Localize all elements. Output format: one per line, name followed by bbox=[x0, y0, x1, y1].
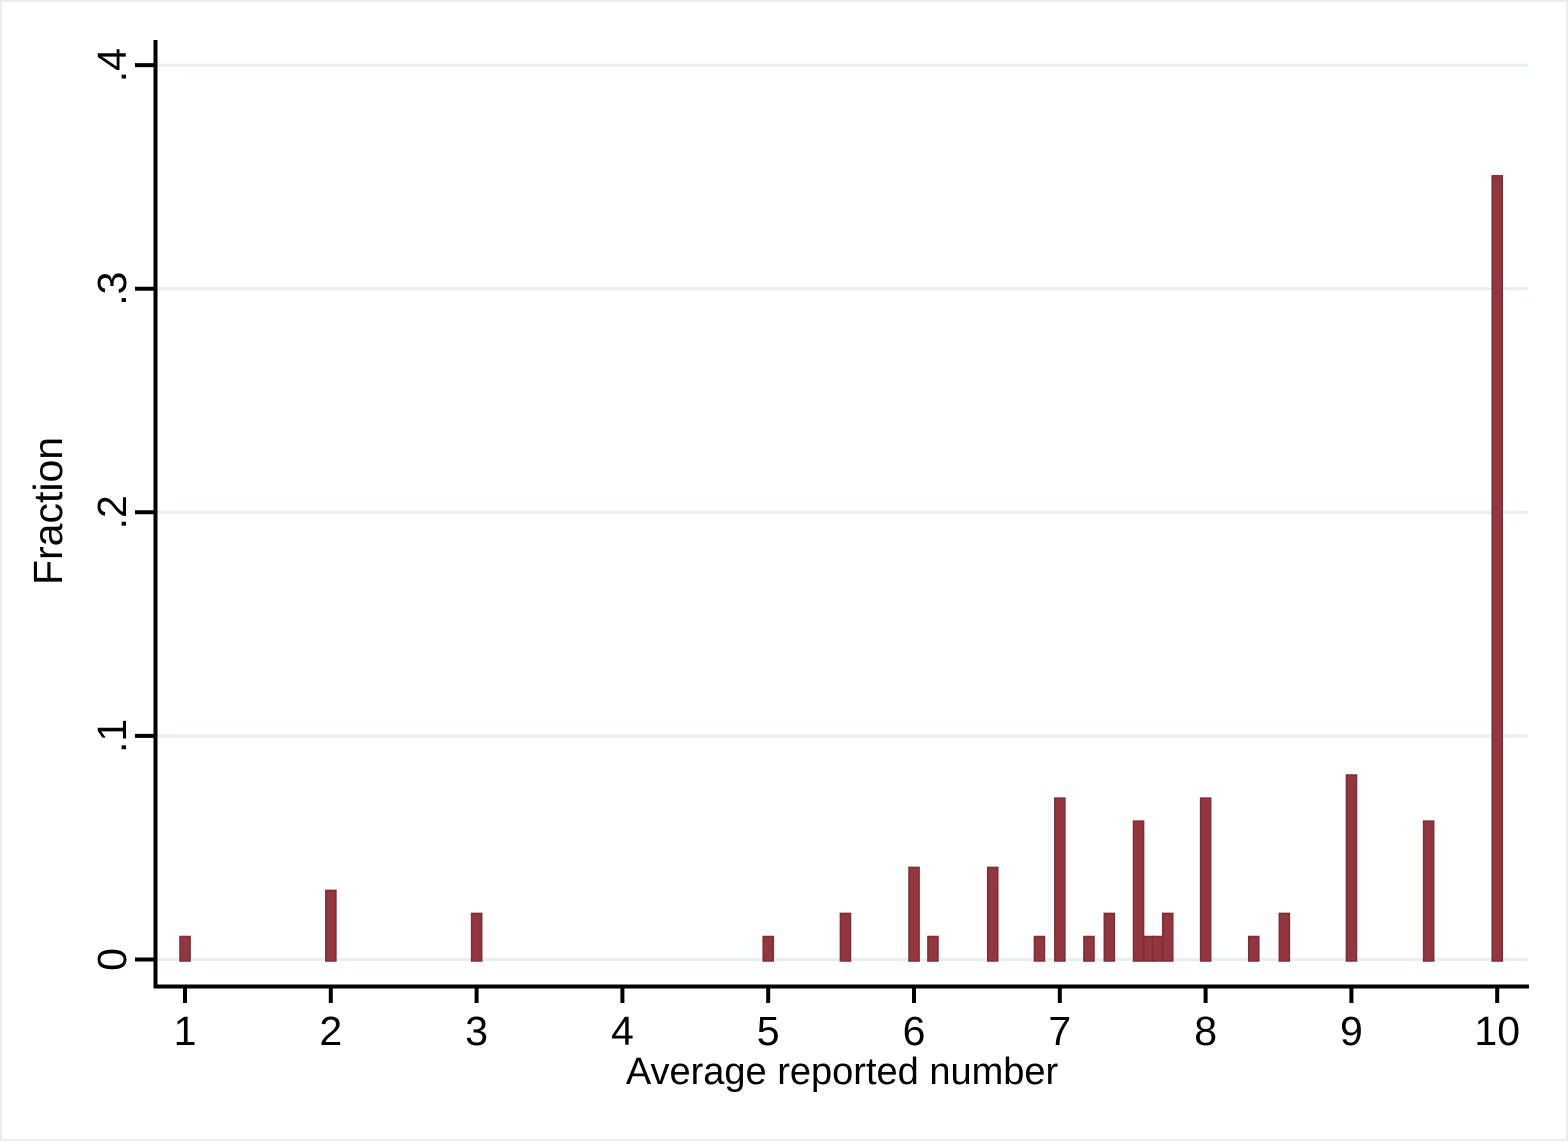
histogram-bar bbox=[1247, 935, 1260, 962]
y-tick-marks bbox=[135, 63, 156, 962]
gridlines bbox=[157, 63, 1528, 961]
axes bbox=[153, 40, 1529, 989]
y-tick-label: .1 bbox=[89, 719, 135, 753]
histogram-bar bbox=[927, 935, 939, 962]
histogram-bar bbox=[1083, 935, 1095, 962]
y-axis-title: Fraction bbox=[25, 437, 71, 585]
histogram-bar bbox=[986, 866, 999, 962]
y-tick-label: .4 bbox=[89, 48, 135, 82]
x-tick-label: 7 bbox=[1048, 1008, 1071, 1054]
histogram-bar bbox=[179, 935, 191, 962]
x-tick-label: 5 bbox=[757, 1008, 780, 1054]
x-axis-title: Average reported number bbox=[626, 1051, 1059, 1093]
y-tick-labels: 0 .1 .2 .3 .4 bbox=[89, 48, 135, 971]
x-tick-label: 3 bbox=[465, 1008, 488, 1054]
x-tick-label: 9 bbox=[1340, 1008, 1363, 1054]
histogram-bar bbox=[1491, 175, 1504, 962]
histogram-bar bbox=[908, 866, 920, 962]
histogram-bar bbox=[1278, 912, 1291, 962]
histogram-bar bbox=[1054, 797, 1066, 962]
histogram-bar bbox=[839, 912, 852, 962]
x-tick-label: 2 bbox=[319, 1008, 342, 1054]
x-tick-label: 8 bbox=[1194, 1008, 1217, 1054]
x-tick-label: 1 bbox=[174, 1008, 197, 1054]
x-tick-label: 6 bbox=[903, 1008, 926, 1054]
histogram-bar bbox=[1161, 912, 1174, 962]
bars bbox=[179, 175, 1504, 962]
histogram-bar bbox=[1345, 774, 1358, 962]
x-tick-label: 10 bbox=[1474, 1008, 1520, 1054]
histogram-bar bbox=[762, 935, 775, 962]
histogram-bar bbox=[1132, 820, 1145, 962]
y-tick-label: .3 bbox=[89, 272, 135, 306]
y-tick-label: 0 bbox=[89, 948, 135, 971]
histogram-bar bbox=[1199, 797, 1212, 962]
histogram-bar bbox=[1103, 912, 1116, 962]
histogram-bar bbox=[470, 912, 483, 962]
y-tick-label: .2 bbox=[89, 495, 135, 529]
histogram-bar bbox=[1422, 820, 1435, 962]
histogram-bar bbox=[1033, 935, 1046, 962]
x-tick-label: 4 bbox=[611, 1008, 634, 1054]
histogram-bar bbox=[1151, 935, 1164, 962]
x-tick-labels: 1 2 3 4 5 6 7 8 9 10 bbox=[174, 1008, 1520, 1054]
x-tick-marks bbox=[183, 986, 1500, 1003]
histogram-bar bbox=[325, 889, 337, 962]
